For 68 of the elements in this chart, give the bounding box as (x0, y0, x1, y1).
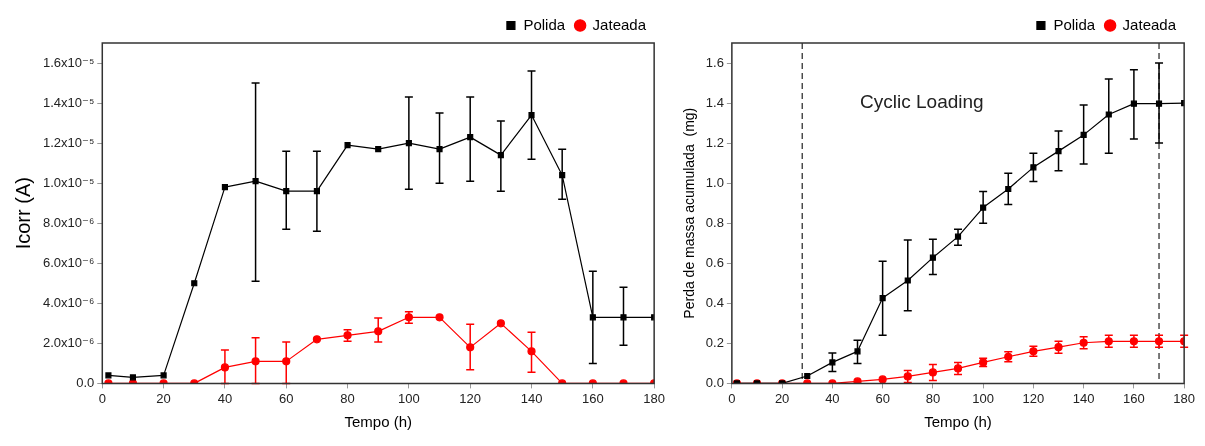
x-tick-label: 80 (340, 390, 355, 406)
y-tick-label: 0.0 (705, 374, 724, 390)
y-axis-title: Perda de massa acumulada (mg) (681, 107, 698, 319)
y-tick-label: 1.2 (705, 134, 724, 150)
point (344, 142, 351, 149)
point (191, 280, 198, 287)
x-tick-label: 0 (728, 390, 736, 406)
y-tick-label: 1.6 (705, 54, 724, 70)
legend-label: Jateada (592, 15, 647, 33)
legend-label: Polida (1053, 15, 1096, 33)
x-tick-label: 160 (581, 390, 604, 406)
x-axis-title: Tempo (h) (344, 413, 412, 431)
y-tick-label: 1.2x10⁻⁵ (42, 134, 95, 150)
x-tick-label: 120 (459, 390, 482, 406)
x-tick-label: 60 (875, 390, 890, 406)
y-tick-label: 1.0 (705, 174, 724, 190)
point (1030, 164, 1037, 171)
point (160, 372, 167, 379)
point (312, 335, 321, 344)
point (129, 374, 137, 381)
y-tick-label: 4.0x10⁻⁶ (43, 294, 95, 310)
x-tick-label: 140 (520, 390, 543, 406)
x-tick-label: 40 (825, 390, 840, 406)
y-tick-label: 1.4x10⁻⁵ (42, 94, 95, 110)
x-tick-label: 160 (1123, 390, 1145, 406)
point (1055, 148, 1062, 155)
point (853, 377, 862, 384)
y-tick-label: 0.6 (705, 254, 724, 270)
y-tick-label: 2.0x10⁻⁶ (43, 334, 95, 350)
point (528, 112, 535, 119)
y-tick-label: 0.2 (705, 334, 724, 350)
x-tick-label: 60 (279, 390, 294, 406)
y-tick-label: 1.6x10⁻⁵ (42, 54, 95, 70)
x-tick-label: 20 (774, 390, 790, 406)
x-tick-label: 140 (1072, 390, 1095, 406)
y-tick-label: 0.4 (705, 294, 724, 310)
x-tick-label: 0 (98, 390, 106, 406)
point (435, 313, 444, 322)
point (496, 319, 505, 328)
point (620, 314, 627, 321)
point (878, 375, 887, 384)
point (252, 178, 259, 185)
y-tick-label: 1.0x10⁻⁵ (42, 174, 95, 190)
legend-label: Jateada (1122, 15, 1177, 33)
legend-label: Polida (523, 15, 566, 33)
x-tick-label: 180 (643, 390, 666, 406)
y-tick-label: 8.0x10⁻⁶ (43, 214, 95, 230)
x-tick-label: 80 (925, 390, 941, 406)
point (221, 184, 228, 191)
y-tick-label: 1.4 (705, 94, 724, 110)
x-tick-label: 100 (398, 390, 420, 406)
y-tick-label: 0.0 (76, 374, 95, 390)
point (829, 359, 836, 366)
x-axis-title: Tempo (h) (924, 413, 992, 431)
x-tick-label: 120 (1022, 390, 1045, 406)
x-tick-label: 40 (217, 390, 233, 406)
point (375, 146, 382, 153)
x-tick-label: 100 (972, 390, 994, 406)
y-tick-label: 0.8 (705, 214, 724, 230)
annotation: Cyclic Loading (860, 91, 984, 113)
y-axis-title: Icorr (A) (11, 177, 34, 250)
point (854, 348, 861, 355)
y-tick-label: 6.0x10⁻⁶ (43, 254, 95, 270)
point (436, 146, 443, 153)
x-tick-label: 180 (1173, 390, 1196, 406)
x-tick-label: 20 (156, 390, 171, 406)
point (804, 372, 811, 380)
point (105, 372, 112, 379)
